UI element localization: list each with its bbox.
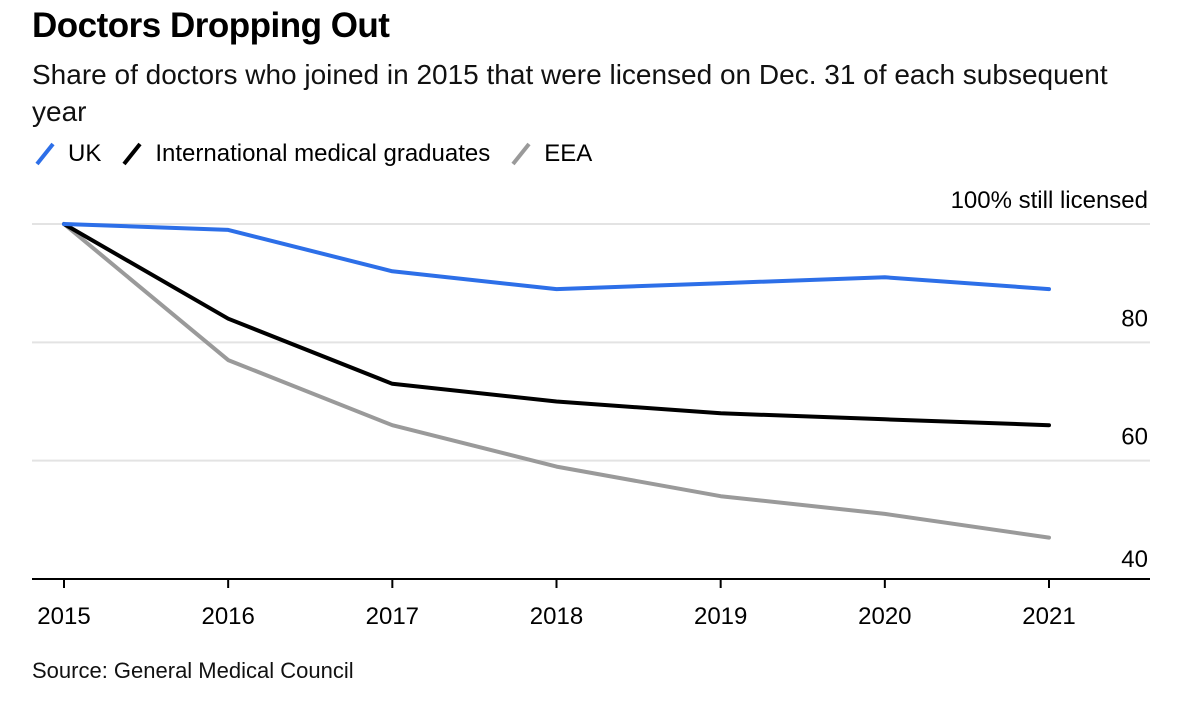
x-tick-label-2019: 2019 [694, 603, 747, 630]
x-tick-label-2021: 2021 [1022, 603, 1075, 630]
y-axis-ticks: 100% still licensed 80 60 40 [951, 187, 1148, 573]
series-line-eea [62, 222, 1051, 540]
x-tick-label-2020: 2020 [858, 603, 911, 630]
x-tick-label-2017: 2017 [366, 603, 419, 630]
series-line-uk [62, 222, 1051, 292]
legend-item-uk: UK [34, 140, 101, 168]
chart-title: Doctors Dropping Out [32, 6, 390, 45]
legend-item-img: International medical graduates [121, 140, 490, 168]
legend: UK International medical graduates EEA [34, 140, 612, 168]
y-tick-label-80: 80 [1121, 305, 1148, 332]
x-axis: 2015 2016 2017 2018 2019 2020 2021 [32, 578, 1150, 630]
legend-label-img: International medical graduates [155, 140, 491, 167]
series-line-international-medical-graduates [62, 222, 1051, 428]
chart-subtitle: Share of doctors who joined in 2015 that… [32, 59, 1108, 127]
y-tick-label-100: 100% still licensed [951, 187, 1148, 214]
y-tick-label-60: 60 [1121, 424, 1148, 451]
legend-item-eea: EEA [510, 140, 592, 168]
gridlines [32, 223, 1150, 462]
legend-swatch-uk [35, 142, 55, 166]
x-tick-label-2015: 2015 [37, 603, 90, 630]
x-tick-label-2018: 2018 [530, 603, 583, 630]
legend-swatch-img [122, 142, 142, 166]
x-tick-label-2016: 2016 [201, 603, 254, 630]
legend-label-uk: UK [68, 140, 102, 167]
source-note: Source: General Medical Council [32, 658, 354, 683]
legend-swatch-eea [511, 142, 531, 166]
series-lines [62, 222, 1051, 540]
legend-label-eea: EEA [544, 140, 593, 167]
y-tick-label-40: 40 [1121, 546, 1148, 573]
